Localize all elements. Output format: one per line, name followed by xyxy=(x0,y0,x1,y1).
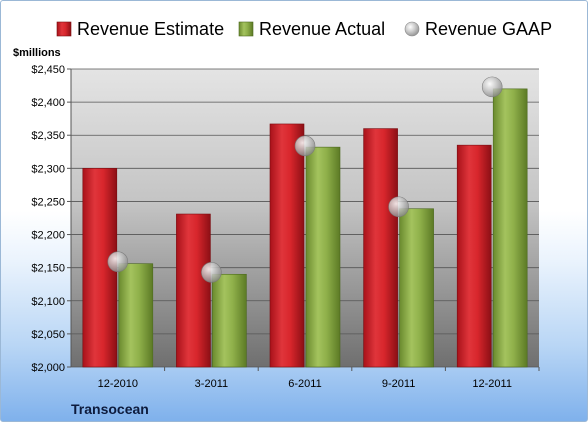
legend-swatch-revenue-actual xyxy=(238,21,254,37)
legend-label-revenue-actual: Revenue Actual xyxy=(259,19,385,39)
y-tick-label: $2,400 xyxy=(31,97,65,109)
y-tick-label: $2,000 xyxy=(31,362,65,374)
legend: Revenue Estimate Revenue Actual Revenue GA… xyxy=(56,19,552,39)
legend-swatch-revenue-estimate xyxy=(56,21,72,37)
x-tick-label: 6-2011 xyxy=(288,378,321,390)
bar-revenue-estimate xyxy=(456,144,492,368)
marker-revenue-gaap xyxy=(294,135,316,157)
marker-revenue-gaap xyxy=(107,251,129,273)
bar-revenue-actual xyxy=(305,146,341,368)
legend-swatch-revenue-gaap xyxy=(404,21,420,37)
marker-revenue-gaap xyxy=(481,76,503,98)
legend-label-revenue-gaap: Revenue GAAP xyxy=(425,19,552,39)
bar-revenue-actual xyxy=(492,88,528,368)
marker-revenue-gaap xyxy=(388,196,409,218)
x-tick-label: 12-2010 xyxy=(98,378,138,390)
x-tick-label: 12-2011 xyxy=(472,378,512,390)
y-tick-label: $2,300 xyxy=(31,163,65,175)
y-tick-label: $2,050 xyxy=(31,329,65,341)
y-tick-label: $2,350 xyxy=(31,130,65,142)
y-axis-unit-label: $millions xyxy=(13,47,61,59)
bar-revenue-estimate xyxy=(363,128,398,368)
bar-revenue-estimate xyxy=(176,213,211,368)
y-tick-label: $2,250 xyxy=(31,196,65,208)
marker-revenue-gaap xyxy=(201,262,222,283)
x-tick-label: 9-2011 xyxy=(382,378,415,390)
y-tick-label: $2,450 xyxy=(31,64,65,76)
bar-revenue-estimate xyxy=(269,123,305,368)
y-tick-label: $2,100 xyxy=(31,296,65,308)
bar-revenue-actual xyxy=(212,273,247,368)
y-tick-label: $2,200 xyxy=(31,230,65,242)
y-tick-label: $2,150 xyxy=(31,263,65,275)
company-name: Transocean xyxy=(71,401,149,417)
bar-revenue-actual xyxy=(118,263,154,368)
legend-label-revenue-estimate: Revenue Estimate xyxy=(77,19,224,39)
bar-revenue-actual xyxy=(399,208,434,368)
x-tick-label: 3-2011 xyxy=(195,378,228,390)
plot-area: $2,000 $2,050 $2,100 $2,150 $2,200 $2,250 $2,3… xyxy=(31,64,540,390)
